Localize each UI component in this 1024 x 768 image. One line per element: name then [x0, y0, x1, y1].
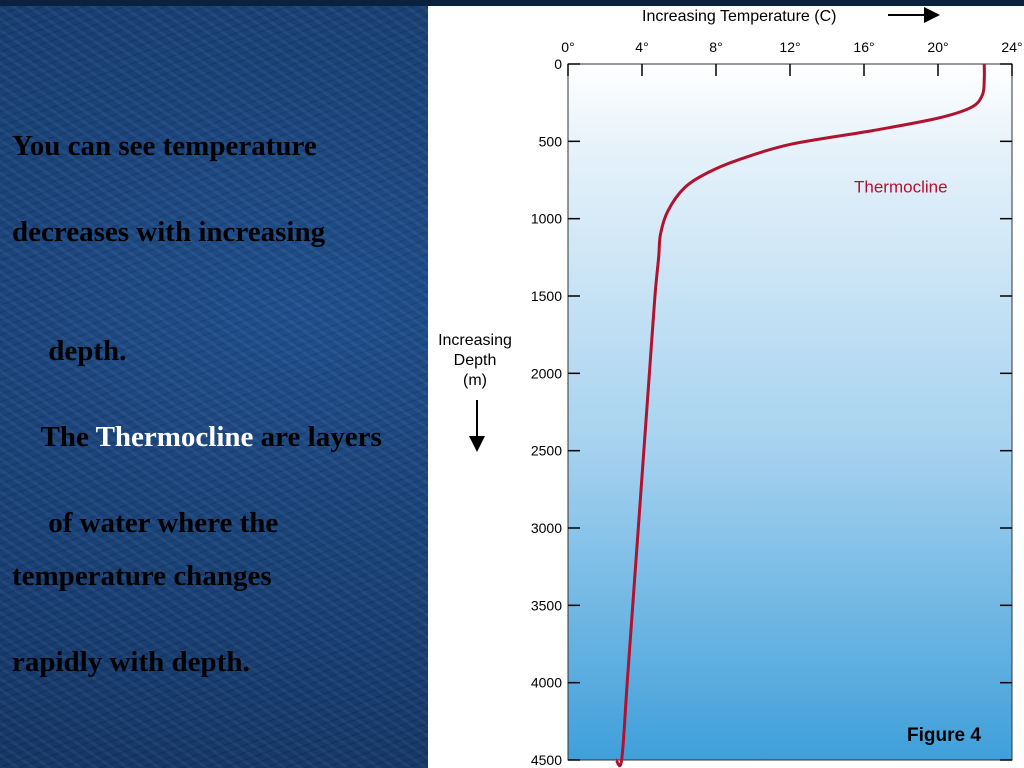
y-tick-label: 3000 — [531, 520, 562, 536]
text-part: temperature changes — [12, 560, 272, 592]
text-part: You can see temperature — [12, 130, 317, 162]
text-line-5: of water where the — [12, 474, 278, 573]
text-line-1: You can see temperature — [12, 130, 317, 163]
text-part: depth. — [41, 335, 127, 367]
x-tick-label: 20° — [927, 39, 948, 55]
top-strip — [0, 0, 1024, 6]
text-part: decreases with increasing — [12, 216, 326, 248]
y-axis-title-line: (m) — [463, 372, 487, 389]
x-tick-label: 0° — [561, 39, 574, 55]
x-tick-label: 8° — [709, 39, 722, 55]
y-tick-label: 1000 — [531, 211, 562, 227]
y-tick-label: 2000 — [531, 365, 562, 381]
text-line-6: temperature changes — [12, 560, 272, 593]
y-tick-label: 4000 — [531, 675, 562, 691]
text-part: rapidly with depth. — [12, 646, 250, 678]
x-tick-label: 16° — [853, 39, 874, 55]
text-line-4: The Thermocline are layers — [12, 388, 382, 487]
x-tick-label: 4° — [635, 39, 648, 55]
text-part: The — [40, 421, 96, 453]
y-tick-label: 0 — [554, 56, 562, 72]
text-part: are layers — [253, 421, 382, 453]
plot-area — [567, 63, 1013, 761]
y-axis-title-line: Depth — [454, 352, 497, 369]
y-axis-title-line: Increasing — [438, 332, 512, 349]
x-axis-title: Increasing Temperature (C) — [642, 8, 836, 25]
y-tick-label: 3500 — [531, 597, 562, 613]
figure-label: Figure 4 — [907, 725, 981, 746]
y-tick-label: 500 — [539, 133, 563, 149]
x-tick-label: 12° — [779, 39, 800, 55]
y-tick-label: 1500 — [531, 288, 562, 304]
y-tick-label: 2500 — [531, 443, 562, 459]
thermocline-label: Thermocline — [854, 177, 948, 196]
temperature-curve — [614, 63, 986, 768]
text-line-7: rapidly with depth. — [12, 646, 250, 679]
text-line-3: depth. — [12, 302, 126, 401]
text-part: of water where the — [41, 507, 279, 539]
y-axis-title: Increasing Depth (m) — [438, 332, 512, 389]
y-tick-label: 4500 — [531, 752, 562, 768]
thermocline-term: Thermocline — [95, 421, 254, 453]
text-line-2: decreases with increasing — [12, 216, 325, 249]
x-tick-label: 24° — [1001, 39, 1022, 55]
